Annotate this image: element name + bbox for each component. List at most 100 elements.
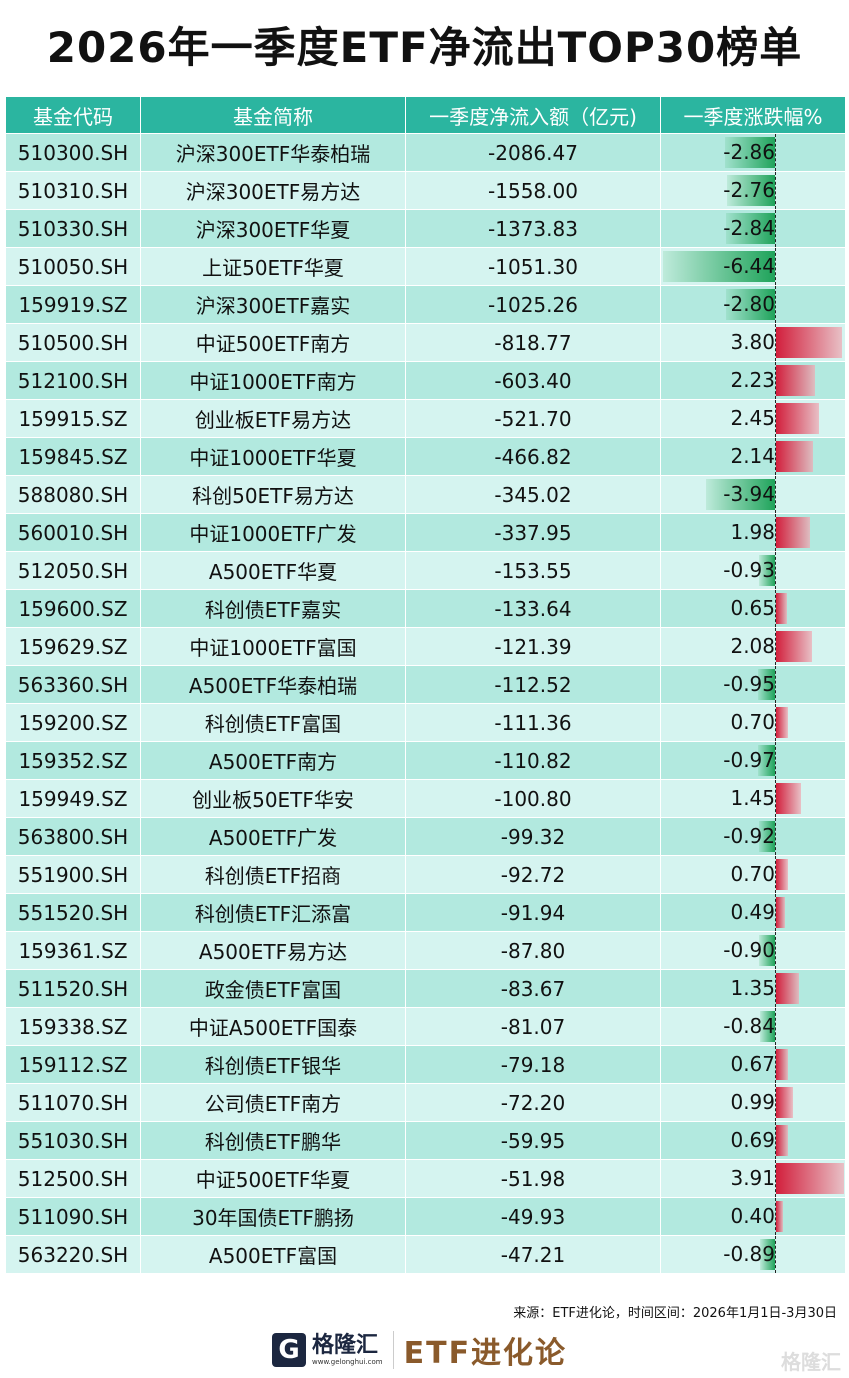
positive-change-bar: [776, 897, 785, 928]
fund-name-cell: 科创债ETF招商: [140, 855, 406, 894]
net-inflow-cell: -99.32: [405, 817, 661, 856]
change-cell: -0.97: [660, 741, 846, 780]
positive-change-bar: [776, 327, 843, 358]
net-inflow-cell: -121.39: [405, 627, 661, 666]
zero-axis-line: [775, 894, 776, 931]
fund-name-cell: 沪深300ETF嘉实: [140, 285, 406, 324]
fund-name-cell: 上证50ETF华夏: [140, 247, 406, 286]
fund-name-cell: A500ETF广发: [140, 817, 406, 856]
fund-name-cell: 中证500ETF南方: [140, 323, 406, 362]
zero-axis-line: [775, 552, 776, 589]
change-value: -0.92: [723, 824, 775, 848]
fund-code-cell: 510050.SH: [5, 247, 141, 286]
table-row: 159352.SZ A500ETF南方 -110.82 -0.97: [5, 741, 846, 780]
zero-axis-line: [775, 856, 776, 893]
change-value: 0.70: [730, 710, 775, 734]
positive-change-bar: [776, 1163, 845, 1194]
zero-axis-line: [775, 628, 776, 665]
change-cell: -2.84: [660, 209, 846, 248]
change-value: 2.08: [730, 634, 775, 658]
change-value: 2.14: [730, 444, 775, 468]
table-row: 159600.SZ 科创债ETF嘉实 -133.64 0.65: [5, 589, 846, 628]
zero-axis-line: [775, 1046, 776, 1083]
fund-name-cell: 公司债ETF南方: [140, 1083, 406, 1122]
change-value: -2.84: [723, 216, 775, 240]
table-row: 551520.SH 科创债ETF汇添富 -91.94 0.49: [5, 893, 846, 932]
net-inflow-cell: -133.64: [405, 589, 661, 628]
fund-name-cell: 科创债ETF嘉实: [140, 589, 406, 628]
fund-name-cell: 中证1000ETF南方: [140, 361, 406, 400]
net-inflow-cell: -72.20: [405, 1083, 661, 1122]
change-cell: -6.44: [660, 247, 846, 286]
fund-code-cell: 563800.SH: [5, 817, 141, 856]
fund-name-cell: 中证500ETF华夏: [140, 1159, 406, 1198]
table-row: 159338.SZ 中证A500ETF国泰 -81.07 -0.84: [5, 1007, 846, 1046]
fund-code-cell: 159919.SZ: [5, 285, 141, 324]
fund-code-cell: 511090.SH: [5, 1197, 141, 1236]
negative-change-bar: [758, 555, 775, 586]
net-inflow-cell: -100.80: [405, 779, 661, 818]
change-value: 2.45: [730, 406, 775, 430]
fund-name-cell: 沪深300ETF华泰柏瑞: [140, 133, 406, 172]
positive-change-bar: [776, 441, 814, 472]
fund-code-cell: 159112.SZ: [5, 1045, 141, 1084]
table-row: 159919.SZ 沪深300ETF嘉实 -1025.26 -2.80: [5, 285, 846, 324]
zero-axis-line: [775, 400, 776, 437]
change-value: -6.44: [723, 254, 775, 278]
positive-change-bar: [776, 1125, 788, 1156]
change-value: -0.97: [723, 748, 775, 772]
gelonghui-logo-icon: G: [272, 1333, 306, 1367]
change-cell: 2.08: [660, 627, 846, 666]
zero-axis-line: [775, 172, 776, 209]
change-cell: 2.45: [660, 399, 846, 438]
change-cell: 0.99: [660, 1083, 846, 1122]
net-inflow-cell: -81.07: [405, 1007, 661, 1046]
negative-change-bar: [725, 137, 775, 168]
change-value: 0.99: [730, 1090, 775, 1114]
fund-code-cell: 560010.SH: [5, 513, 141, 552]
change-cell: -0.90: [660, 931, 846, 970]
source-note: 来源：ETF进化论，时间区间：2026年1月1日-3月30日: [513, 1306, 837, 1321]
etf-outflow-table: 基金代码 基金简称 一季度净流入额（亿元) 一季度涨跌幅% 510300.SH 沪…: [5, 96, 846, 1274]
fund-code-cell: 159600.SZ: [5, 589, 141, 628]
net-inflow-cell: -112.52: [405, 665, 661, 704]
change-cell: -0.93: [660, 551, 846, 590]
change-cell: 1.45: [660, 779, 846, 818]
fund-code-cell: 563360.SH: [5, 665, 141, 704]
net-inflow-cell: -83.67: [405, 969, 661, 1008]
fund-name-cell: 沪深300ETF华夏: [140, 209, 406, 248]
positive-change-bar: [776, 707, 789, 738]
fund-code-cell: 511520.SH: [5, 969, 141, 1008]
table-row: 510330.SH 沪深300ETF华夏 -1373.83 -2.84: [5, 209, 846, 248]
fund-code-cell: 510300.SH: [5, 133, 141, 172]
table-row: 588080.SH 科创50ETF易方达 -345.02 -3.94: [5, 475, 846, 514]
change-value: 3.91: [730, 1166, 775, 1190]
change-value: 1.45: [730, 786, 775, 810]
change-cell: 0.70: [660, 703, 846, 742]
brand-name: 格隆汇: [312, 1333, 379, 1358]
net-inflow-cell: -59.95: [405, 1121, 661, 1160]
zero-axis-line: [775, 362, 776, 399]
fund-name-cell: 政金债ETF富国: [140, 969, 406, 1008]
fund-code-cell: 510500.SH: [5, 323, 141, 362]
table-row: 510500.SH 中证500ETF南方 -818.77 3.80: [5, 323, 846, 362]
fund-code-cell: 511070.SH: [5, 1083, 141, 1122]
net-inflow-cell: -1373.83: [405, 209, 661, 248]
zero-axis-line: [775, 970, 776, 1007]
change-cell: -0.89: [660, 1235, 846, 1274]
zero-axis-line: [775, 590, 776, 627]
fund-code-cell: 510310.SH: [5, 171, 141, 210]
negative-change-bar: [758, 669, 775, 700]
change-cell: -0.84: [660, 1007, 846, 1046]
change-value: -2.76: [723, 178, 775, 202]
change-cell: 3.80: [660, 323, 846, 362]
change-value: 0.67: [730, 1052, 775, 1076]
change-cell: -2.80: [660, 285, 846, 324]
fund-code-cell: 551030.SH: [5, 1121, 141, 1160]
fund-name-cell: 中证1000ETF广发: [140, 513, 406, 552]
zero-axis-line: [775, 666, 776, 703]
positive-change-bar: [776, 517, 811, 548]
net-inflow-cell: -2086.47: [405, 133, 661, 172]
fund-name-cell: A500ETF富国: [140, 1235, 406, 1274]
negative-change-bar: [706, 479, 775, 510]
